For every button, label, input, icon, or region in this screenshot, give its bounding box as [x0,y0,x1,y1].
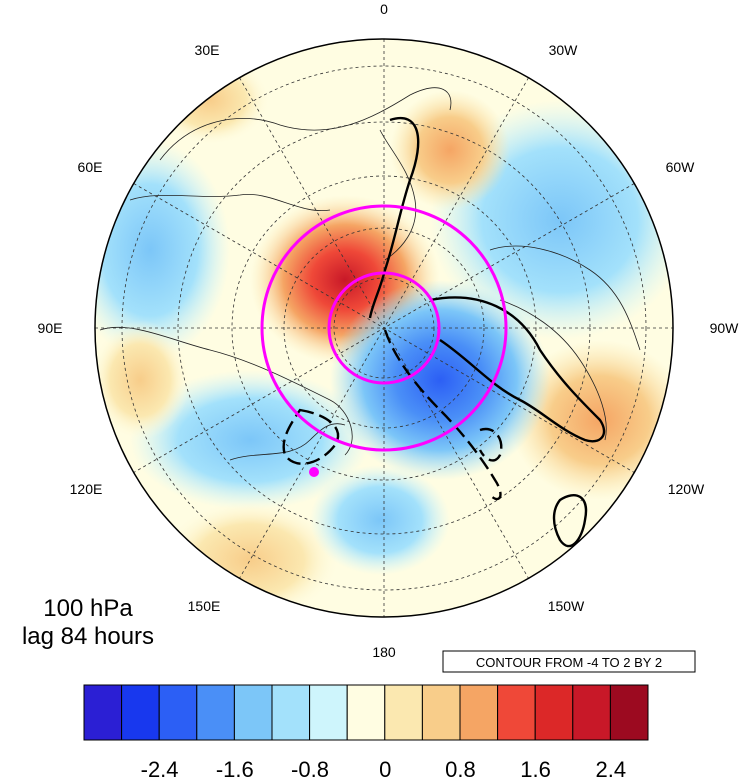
anomaly-blue-south [310,465,450,575]
meridian-60w-120e [133,183,635,473]
colorbar-swatch [309,684,348,741]
lon-label-150w: 150W [548,598,585,614]
contour-solid-north-america [429,296,606,443]
colorbar-swatch [459,684,499,741]
colorbar-labels: -2.4 -1.6 -0.8 0 0.8 1.6 2.4 [141,757,626,779]
coastline-north-america-east [489,245,641,351]
colorbar-tick-label: -0.8 [291,757,329,779]
map-disc [95,39,673,617]
coastline-asia [99,326,353,456]
contour-solid-greenland [368,117,420,319]
colorbar-tick-label: 2.4 [596,757,627,779]
colorbar-swatch [196,684,235,741]
map-boundary [94,38,674,618]
colorbar-swatch [497,684,536,741]
lon-label-60e: 60E [78,159,103,175]
graticule [95,39,673,617]
anomaly-orange-north [390,90,510,210]
contour-dashed-east-asia [282,408,340,465]
lon-label-120e: 120E [70,481,103,497]
lon-label-30w: 30W [549,42,579,58]
colorbar-tick-label: 1.6 [520,757,551,779]
colorbar-tick-label: -1.6 [216,757,254,779]
colorbar-swatch [384,684,423,741]
colorbar-swatch [83,684,123,741]
coastline-greenland [379,129,417,261]
lon-label-150e: 150E [188,598,221,614]
lon-label-120w: 120W [668,481,705,497]
colorbar-swatch [534,684,574,741]
colorbar-swatch [346,684,386,741]
colorbar-swatch [158,684,198,741]
lon-label-90w: 90W [710,320,740,336]
longitude-labels: 0 30W 60W 90W 120W 150W 180 150E 120E 90… [38,1,740,660]
colorbar-swatch [421,684,461,741]
lon-label-90e: 90E [38,320,63,336]
lon-label-180: 180 [372,644,396,660]
colorbar-swatch [233,684,273,741]
contour-info-box [442,650,696,673]
colorbar-tick-label: 0.8 [445,757,476,779]
colorbar [83,684,649,741]
anomaly-contours [282,117,606,548]
colorbar-tick-label: 0 [379,757,391,779]
ring-outer [260,204,508,452]
colorbar-swatch [121,684,160,741]
coastline-east-asia [229,423,346,461]
contour-solid-pacific [552,494,588,548]
colorbar-swatch [271,684,311,741]
lon-label-60w: 60W [666,159,696,175]
contour-dashed-small [478,427,503,462]
colorbar-swatch [609,684,649,741]
colorbar-tick-label: -2.4 [141,757,179,779]
magenta-rings [260,204,508,452]
level-text: 100 hPa [43,595,133,622]
ring-inner [327,271,441,385]
contour-info-text: CONTOUR FROM -4 TO 2 BY 2 [476,655,662,670]
coastline-north-america-west [499,299,607,441]
lag-text: lag 84 hours [22,623,154,650]
lon-label-30e: 30E [195,42,220,58]
anomaly-pale-orange-west [95,320,190,440]
lon-label-0: 0 [380,1,388,17]
contour-dashed-minus-2 [383,329,502,501]
magenta-marker [309,467,319,477]
colorbar-swatch [572,684,611,741]
